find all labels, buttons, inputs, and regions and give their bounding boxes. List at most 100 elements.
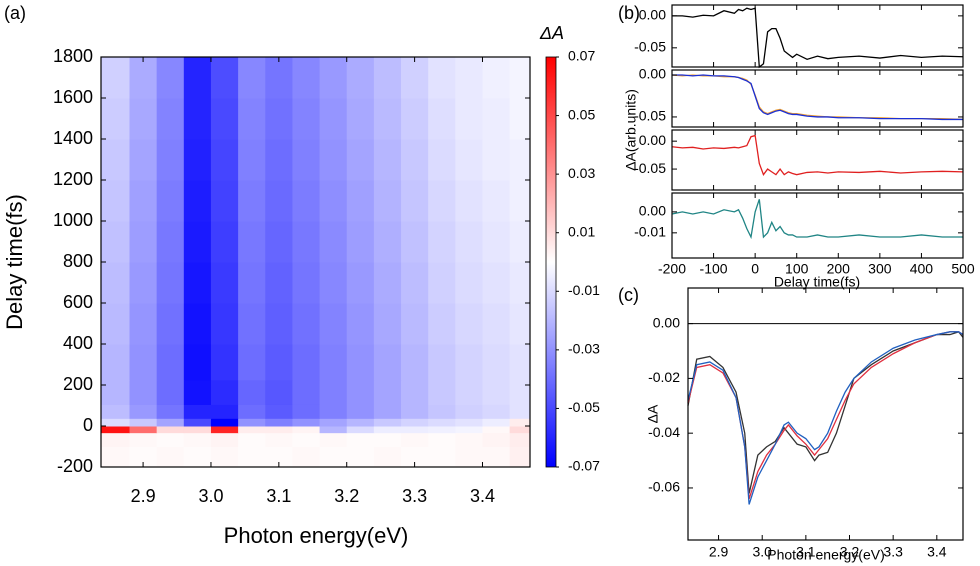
heatmap-cell	[428, 139, 456, 181]
data-line	[687, 331, 964, 494]
heatmap-cell	[292, 221, 321, 263]
heatmap-cell	[319, 418, 348, 427]
heatmap-cell	[129, 344, 158, 381]
heatmap-cell	[482, 139, 511, 181]
y-tick-label: -0.01	[634, 224, 666, 240]
heatmap-cell	[346, 57, 375, 99]
heatmap-cell	[129, 404, 158, 419]
heatmap-cell	[401, 262, 429, 304]
heatmap-cell	[183, 57, 212, 99]
heatmap-cell	[183, 262, 212, 304]
heatmap-cell	[238, 432, 266, 447]
heatmap-cell	[319, 57, 348, 99]
heatmap-cell	[183, 221, 212, 263]
heatmap-cell	[373, 262, 402, 304]
heatmap-cell	[346, 446, 375, 468]
y-axis-title: ΔA(arb.units)	[623, 89, 639, 171]
y-tick-label: -0.02	[648, 369, 680, 385]
x-tick-label: 500	[951, 261, 975, 277]
heatmap-cell	[455, 418, 483, 427]
heatmap-cell	[401, 221, 429, 263]
y-tick-label: 0.00	[639, 132, 666, 148]
x-tick-label: 400	[910, 261, 934, 277]
x-tick-label: 3.2	[840, 544, 860, 560]
heatmap-cell	[455, 379, 483, 405]
heatmap-cell	[455, 446, 483, 468]
heatmap-cell	[183, 426, 212, 434]
heatmap-cell	[509, 432, 531, 447]
x-tick-label: 3.4	[470, 486, 495, 506]
heatmap-cell	[455, 344, 483, 381]
heatmap-cell	[455, 180, 483, 222]
heatmap-cell	[101, 426, 131, 434]
heatmap-cell	[482, 446, 511, 468]
heatmap-cell	[482, 303, 511, 345]
colorbar-tick-label: 0.07	[568, 48, 595, 64]
x-tick-label: 100	[785, 261, 809, 277]
heatmap-cell	[373, 379, 402, 405]
heatmap-cell	[265, 303, 293, 345]
heatmap-cell	[455, 57, 483, 99]
heatmap-cell	[292, 432, 321, 447]
heatmap-cell	[129, 432, 158, 447]
heatmap-cell	[265, 139, 293, 181]
heatmap-cell	[401, 180, 429, 222]
heatmap-cell	[183, 379, 212, 405]
panel-label: (b)	[618, 3, 640, 23]
heatmap-cell	[101, 57, 131, 99]
heatmap-cell	[265, 262, 293, 304]
heatmap-cell	[101, 418, 131, 427]
heatmap-cell	[319, 98, 348, 140]
heatmap-cell	[428, 418, 456, 427]
heatmap-cell	[428, 446, 456, 468]
heatmap-cell	[373, 139, 402, 181]
heatmap-cell	[401, 379, 429, 405]
heatmap-cell	[509, 303, 531, 345]
heatmap-cell	[455, 404, 483, 419]
heatmap-cell	[292, 344, 321, 381]
heatmap-cell	[156, 426, 185, 434]
heatmap-cell	[183, 344, 212, 381]
heatmap-cell	[401, 426, 429, 434]
y-axis-title: ΔA	[645, 404, 661, 423]
x-tick-label: 0	[751, 261, 759, 277]
y-tick-label: 800	[63, 251, 93, 271]
heatmap-cell	[156, 98, 185, 140]
heatmap-cell	[428, 180, 456, 222]
heatmap-cell	[183, 303, 212, 345]
heatmap-cell	[319, 404, 348, 419]
colorbar-tick-label: -0.01	[568, 282, 600, 298]
heatmap-cell	[455, 303, 483, 345]
heatmap-cell	[509, 404, 531, 419]
heatmap-cell	[482, 57, 511, 99]
heatmap-cell	[156, 221, 185, 263]
heatmap-cell	[238, 262, 266, 304]
heatmap-cell	[101, 303, 131, 345]
colorbar-tick-label: 0.03	[568, 165, 595, 181]
heatmap-cell	[156, 139, 185, 181]
x-tick-label: 3.3	[883, 544, 903, 560]
heatmap-cell	[373, 57, 402, 99]
heatmap-cell	[319, 446, 348, 468]
x-axis-title: Delay time(fs)	[774, 274, 860, 290]
heatmap-cell	[129, 418, 158, 427]
x-tick-label: 3.2	[334, 486, 359, 506]
y-tick-label: -200	[57, 456, 93, 476]
y-tick-label: 400	[63, 333, 93, 353]
x-tick-label: -200	[658, 261, 686, 277]
heatmap-cell	[101, 432, 131, 447]
heatmap-cell	[509, 418, 531, 427]
heatmap-cell	[482, 221, 511, 263]
heatmap-cell	[129, 139, 158, 181]
heatmap-cell	[401, 139, 429, 181]
y-tick-label: 0.00	[639, 66, 666, 82]
heatmap-cell	[346, 139, 375, 181]
heatmap-cell	[292, 262, 321, 304]
heatmap-cell	[509, 379, 531, 405]
x-tick-label: 3.1	[266, 486, 291, 506]
heatmap-cell	[373, 404, 402, 419]
colorbar	[545, 56, 557, 468]
y-tick-label: 1800	[53, 46, 93, 66]
